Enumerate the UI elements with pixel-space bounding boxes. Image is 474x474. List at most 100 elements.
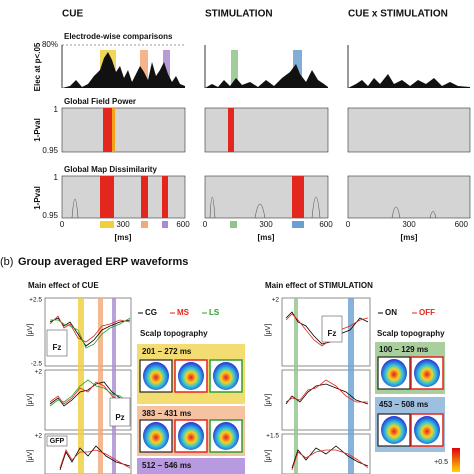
legend-entry: CG	[145, 308, 157, 317]
legend-entry: MS	[177, 308, 190, 317]
row-title: Global Field Power	[64, 97, 136, 106]
legend-entry: LS	[209, 308, 220, 317]
window-label: 201 – 272 ms	[142, 347, 192, 356]
plot-panel	[347, 175, 471, 219]
window-key	[230, 221, 237, 228]
x-tick-label: 600	[455, 220, 469, 229]
activity-trace	[348, 74, 470, 88]
x-tick-label: 300	[402, 220, 416, 229]
y-tick-label: 1	[54, 173, 59, 182]
x-tick-label: 300	[116, 220, 130, 229]
x-tick-label: 600	[319, 220, 333, 229]
window-key	[100, 221, 114, 228]
column-header: CUE x STIMULATION	[348, 9, 448, 20]
y-label: [μV]	[27, 394, 34, 407]
waveform	[285, 311, 369, 345]
window-label: 383 – 431 ms	[142, 409, 192, 418]
electrode-label-box	[109, 397, 131, 427]
window-label: 512 – 546 ms	[142, 461, 192, 470]
x-tick-label: 300	[259, 220, 273, 229]
waveform	[50, 317, 131, 349]
x-tick-label: 0	[203, 220, 208, 229]
window-box	[137, 458, 245, 474]
section-title: Main effect of CUE	[28, 281, 99, 290]
electrode-label-box	[46, 329, 68, 357]
colorbar	[452, 448, 460, 472]
y-label: Elec at p<.05	[33, 42, 42, 91]
y-label: 1-Pval	[33, 118, 42, 142]
y-label: [μV]	[265, 324, 272, 337]
section-title: Main effect of STIMULATION	[265, 281, 373, 290]
waveform	[49, 381, 131, 407]
y-label: [μV]	[265, 394, 272, 407]
y-tick-label: +2.5	[29, 297, 42, 304]
plot-panel	[347, 107, 471, 153]
waveform	[59, 445, 131, 471]
x-label: [ms]	[401, 233, 418, 242]
y-tick-label: +2	[35, 433, 43, 440]
y-tick-label: 1	[54, 105, 59, 114]
y-label: [μV]	[27, 324, 34, 337]
y-tick-label: +1.5	[266, 433, 279, 440]
panel-label: (b)	[0, 256, 13, 268]
x-label: [ms]	[115, 233, 132, 242]
y-tick-label: -2.5	[31, 361, 43, 368]
x-label: [ms]	[258, 233, 275, 242]
waveform	[291, 445, 369, 469]
plot-panel	[204, 107, 329, 153]
significant-period	[228, 108, 234, 152]
electrode-label: Fz	[53, 343, 62, 352]
significant-period	[292, 176, 304, 218]
scalp-title: Scalp topography	[140, 329, 208, 338]
waveform	[49, 315, 131, 343]
waveform	[285, 313, 369, 347]
waveform	[291, 449, 369, 471]
scalp-title: Scalp topography	[377, 329, 445, 338]
electrode-label: Pz	[115, 413, 124, 422]
legend-entry: ON	[385, 308, 397, 317]
x-tick-label: 0	[60, 220, 65, 229]
activity-trace	[62, 52, 185, 88]
y-tick-label: 0.95	[42, 146, 58, 155]
window-key	[292, 221, 304, 228]
window-label: 100 – 129 ms	[379, 345, 429, 354]
window-bands	[78, 298, 116, 474]
waveform	[285, 379, 368, 403]
scalp-maps	[139, 359, 243, 453]
column-header: STIMULATION	[205, 9, 273, 20]
significant-period	[100, 176, 114, 218]
waveform	[49, 379, 131, 407]
row-title: Electrode-wise comparisons	[64, 32, 173, 41]
plot-panel	[61, 107, 186, 153]
significant-period	[162, 176, 168, 218]
x-tick-label: 600	[176, 220, 190, 229]
y-tick-label: 80%	[42, 40, 58, 49]
window-band	[231, 50, 238, 88]
panel-title: Group averaged ERP waveforms	[18, 256, 188, 268]
electrode-label-box	[46, 435, 68, 447]
electrode-label: GFP	[50, 438, 65, 445]
column-header: CUE	[62, 9, 83, 20]
window-bands	[294, 298, 354, 474]
significant-period	[112, 108, 115, 152]
colorbar-label: +0.5	[434, 459, 448, 466]
window-band	[163, 50, 170, 88]
scalp-maps	[377, 356, 444, 447]
y-label: [μV]	[27, 450, 34, 463]
plot-panel	[204, 175, 329, 219]
electrode-label: Fz	[328, 329, 337, 338]
y-label: 1-Pval	[33, 186, 42, 210]
x-tick-label: 0	[346, 220, 351, 229]
y-tick-label: 0.95	[42, 211, 58, 220]
trace	[71, 196, 437, 219]
y-label: [μV]	[265, 450, 272, 463]
activity-trace	[205, 64, 328, 88]
window-band	[140, 50, 148, 88]
y-tick-label: +2	[35, 369, 43, 376]
significant-period	[141, 176, 148, 218]
y-tick-label: +2	[272, 297, 280, 304]
row-title: Global Map Dissimilarity	[64, 165, 157, 174]
waveform	[59, 449, 131, 469]
significant-period	[103, 108, 112, 152]
